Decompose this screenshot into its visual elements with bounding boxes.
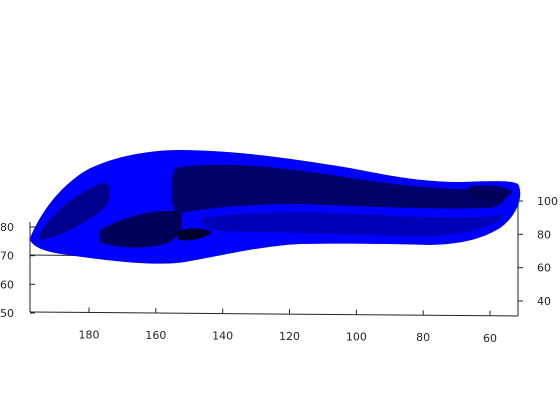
left-tick-label: 60 [0,278,14,291]
x-axis-ticks: 180 160 140 120 100 80 60 [79,307,497,345]
surface-dark-lower-region [100,210,182,248]
surface-fold-region [40,182,111,240]
surface-tip-detail [468,185,512,201]
x-tick-label: 80 [416,331,430,344]
right-tick-label: 80 [537,228,551,241]
left-tick-label: 50 [0,307,14,320]
surface-mid-shadow [200,212,505,236]
bottom-front-axis-line [29,311,519,317]
surface-object [30,150,521,264]
left-axis-ticks: 50 60 70 80 [0,221,35,320]
right-tick-label: 40 [537,295,551,308]
right-tick-label: 100 [537,195,558,208]
left-tick-label: 80 [0,221,14,234]
surface-dark-upper-region [171,164,506,214]
x-tick-label: 100 [346,331,367,344]
x-tick-label: 180 [79,328,100,341]
left-tick-label: 70 [0,250,14,263]
surface-fin-detail [175,228,212,241]
x-tick-label: 120 [279,330,300,343]
x-tick-label: 140 [212,330,233,343]
right-axis-ticks: 40 60 80 100 [518,195,558,308]
right-tick-label: 60 [537,262,551,275]
x-tick-label: 60 [483,332,497,345]
x-tick-label: 160 [145,329,166,342]
